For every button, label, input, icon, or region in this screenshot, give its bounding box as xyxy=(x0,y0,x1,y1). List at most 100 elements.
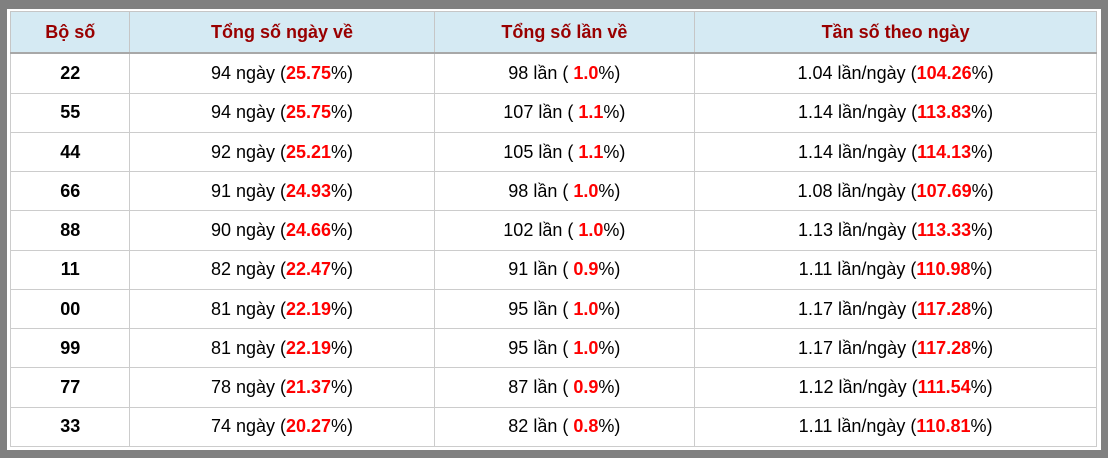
times-suffix: %) xyxy=(598,337,621,358)
times-suffix: %) xyxy=(598,298,621,319)
days-percent: 25.75 xyxy=(286,62,332,83)
pair-cell: 77 xyxy=(9,367,131,408)
freq-percent: 107.69 xyxy=(916,180,972,201)
pair-cell: 11 xyxy=(9,249,131,290)
times-text: 107 lần ( xyxy=(503,102,579,123)
times-percent: 0.9 xyxy=(573,259,599,280)
freq-percent: 104.26 xyxy=(916,62,972,83)
days-cell: 94 ngày (25.75%) xyxy=(129,92,435,133)
days-percent: 24.66 xyxy=(286,220,332,241)
days-text: 90 ngày ( xyxy=(210,220,286,241)
times-percent: 1.0 xyxy=(573,180,599,201)
col-header-freq: Tần số theo ngày xyxy=(694,11,1097,54)
times-text: 95 lần ( xyxy=(508,337,574,358)
days-suffix: %) xyxy=(331,62,354,83)
freq-text: 1.17 lần/ngày ( xyxy=(798,337,918,358)
times-suffix: %) xyxy=(603,141,626,162)
freq-percent: 111.54 xyxy=(917,377,971,398)
times-percent: 1.1 xyxy=(578,102,604,123)
freq-cell: 1.11 lần/ngày (110.81%) xyxy=(694,406,1097,448)
freq-percent: 113.83 xyxy=(917,102,972,123)
days-percent: 24.93 xyxy=(286,180,332,201)
col-header-times: Tổng số lần về xyxy=(433,11,696,54)
freq-text: 1.11 lần/ngày ( xyxy=(798,416,917,437)
days-text: 91 ngày ( xyxy=(210,180,286,201)
days-percent: 20.27 xyxy=(286,416,332,437)
table-row: 00 81 ngày (22.19%) 95 lần ( 1.0%) 1.17 … xyxy=(9,288,1097,330)
freq-cell: 1.04 lần/ngày (104.26%) xyxy=(694,52,1097,94)
days-cell: 74 ngày (20.27%) xyxy=(129,406,435,448)
times-suffix: %) xyxy=(598,416,621,437)
freq-cell: 1.14 lần/ngày (113.83%) xyxy=(694,92,1097,133)
times-cell: 95 lần ( 1.0%) xyxy=(433,328,696,369)
times-percent: 1.1 xyxy=(578,141,604,162)
days-text: 74 ngày ( xyxy=(210,416,286,437)
freq-suffix: %) xyxy=(971,180,994,201)
times-percent: 1.0 xyxy=(578,220,604,241)
times-text: 105 lần ( xyxy=(503,141,579,162)
header-row: Bộ số Tổng số ngày về Tổng số lần về Tần… xyxy=(9,11,1097,54)
times-percent: 1.0 xyxy=(573,337,599,358)
days-cell: 90 ngày (24.66%) xyxy=(129,210,435,251)
times-percent: 0.8 xyxy=(573,416,599,437)
days-suffix: %) xyxy=(331,416,354,437)
times-cell: 105 lần ( 1.1%) xyxy=(433,131,696,173)
freq-suffix: %) xyxy=(971,337,994,358)
table-row: 77 78 ngày (21.37%) 87 lần ( 0.9%) 1.12 … xyxy=(9,367,1097,408)
days-cell: 91 ngày (24.93%) xyxy=(129,171,435,212)
freq-suffix: %) xyxy=(971,141,994,162)
days-suffix: %) xyxy=(331,102,354,123)
times-cell: 98 lần ( 1.0%) xyxy=(433,171,696,212)
days-text: 81 ngày ( xyxy=(210,298,286,319)
days-percent: 25.75 xyxy=(286,102,332,123)
freq-percent: 117.28 xyxy=(917,298,972,319)
days-text: 81 ngày ( xyxy=(210,337,286,358)
lottery-stats-table: Bộ số Tổng số ngày về Tổng số lần về Tần… xyxy=(9,11,1097,448)
pair-cell: 22 xyxy=(9,52,131,94)
times-cell: 91 lần ( 0.9%) xyxy=(433,249,696,290)
days-percent: 22.19 xyxy=(286,298,332,319)
times-suffix: %) xyxy=(598,377,621,398)
times-suffix: %) xyxy=(598,259,621,280)
times-text: 98 lần ( xyxy=(508,62,574,83)
days-suffix: %) xyxy=(331,180,354,201)
days-cell: 81 ngày (22.19%) xyxy=(129,328,435,369)
times-text: 82 lần ( xyxy=(508,416,574,437)
days-cell: 92 ngày (25.21%) xyxy=(129,131,435,173)
freq-cell: 1.12 lần/ngày (111.54%) xyxy=(694,367,1097,408)
times-cell: 107 lần ( 1.1%) xyxy=(433,92,696,133)
times-text: 91 lần ( xyxy=(508,259,574,280)
days-text: 92 ngày ( xyxy=(210,141,286,162)
freq-percent: 113.33 xyxy=(917,220,972,241)
freq-percent: 110.81 xyxy=(916,416,971,437)
times-percent: 0.9 xyxy=(573,377,599,398)
days-suffix: %) xyxy=(331,337,354,358)
freq-text: 1.14 lần/ngày ( xyxy=(798,102,918,123)
freq-percent: 117.28 xyxy=(917,337,972,358)
pair-cell: 55 xyxy=(9,92,131,133)
times-cell: 98 lần ( 1.0%) xyxy=(433,52,696,94)
freq-text: 1.17 lần/ngày ( xyxy=(798,298,918,319)
days-cell: 81 ngày (22.19%) xyxy=(129,288,435,330)
days-percent: 22.47 xyxy=(286,259,332,280)
days-suffix: %) xyxy=(331,377,354,398)
days-cell: 94 ngày (25.75%) xyxy=(129,52,435,94)
pair-cell: 66 xyxy=(9,171,131,212)
days-cell: 82 ngày (22.47%) xyxy=(129,249,435,290)
freq-suffix: %) xyxy=(970,416,993,437)
times-suffix: %) xyxy=(598,62,621,83)
days-suffix: %) xyxy=(331,141,354,162)
table-row: 44 92 ngày (25.21%) 105 lần ( 1.1%) 1.14… xyxy=(9,131,1097,173)
times-cell: 102 lần ( 1.0%) xyxy=(433,210,696,251)
days-cell: 78 ngày (21.37%) xyxy=(129,367,435,408)
times-cell: 82 lần ( 0.8%) xyxy=(433,406,696,448)
table-row: 99 81 ngày (22.19%) 95 lần ( 1.0%) 1.17 … xyxy=(9,328,1097,369)
table-row: 88 90 ngày (24.66%) 102 lần ( 1.0%) 1.13… xyxy=(9,210,1097,251)
freq-suffix: %) xyxy=(970,377,993,398)
freq-text: 1.08 lần/ngày ( xyxy=(797,180,917,201)
days-text: 78 ngày ( xyxy=(210,377,286,398)
freq-cell: 1.17 lần/ngày (117.28%) xyxy=(694,288,1097,330)
times-suffix: %) xyxy=(603,102,626,123)
freq-text: 1.14 lần/ngày ( xyxy=(798,141,918,162)
